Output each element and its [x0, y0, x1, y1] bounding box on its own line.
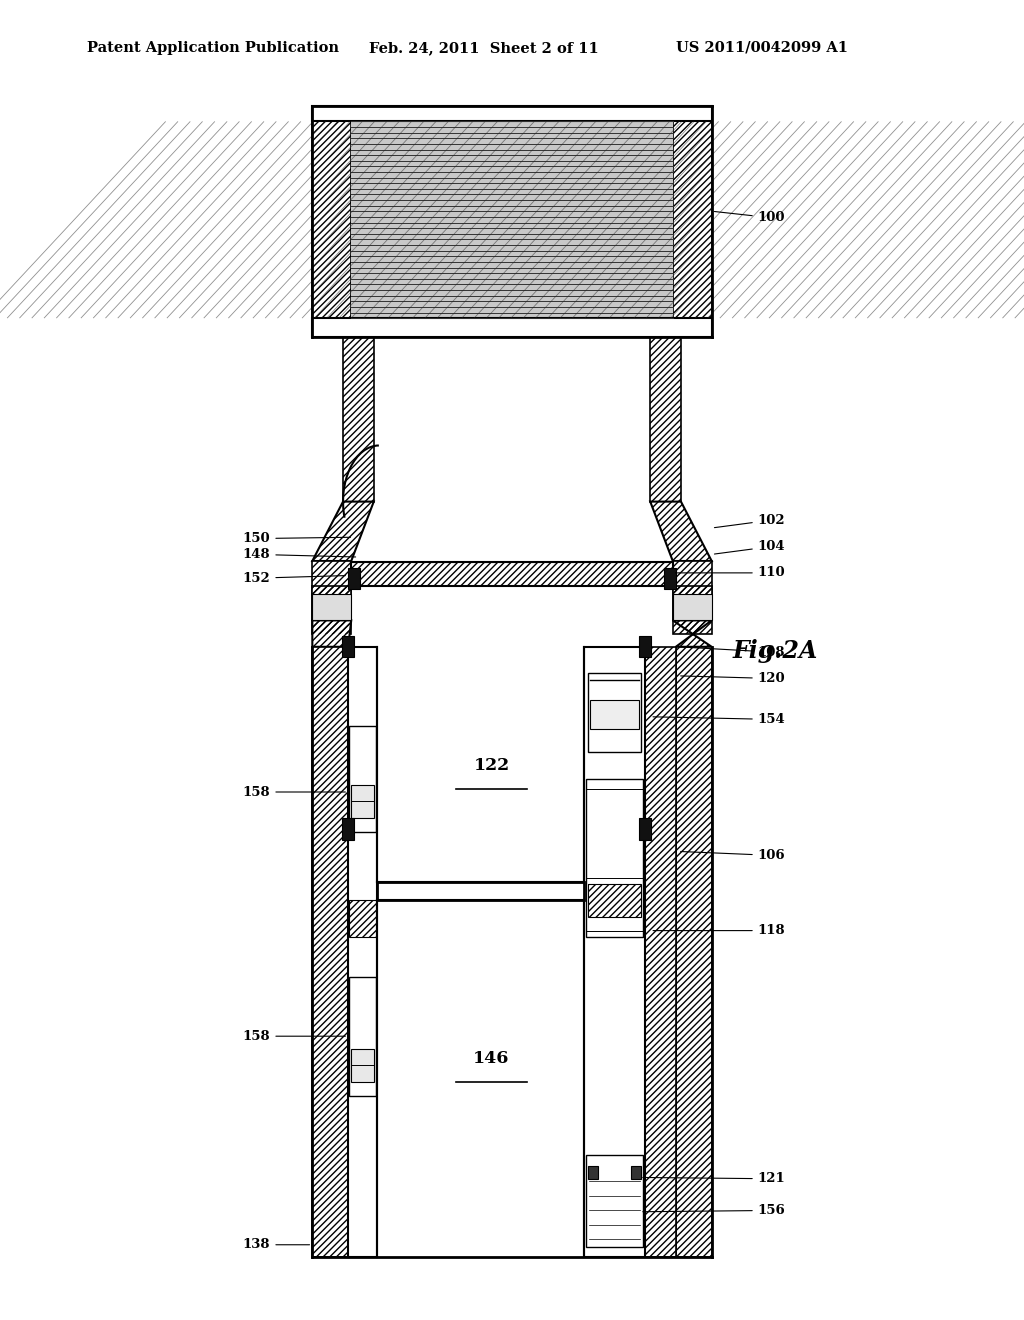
- Bar: [312, 586, 351, 620]
- Bar: [351, 121, 673, 318]
- Polygon shape: [312, 620, 351, 647]
- Bar: [343, 337, 374, 502]
- Bar: [312, 647, 348, 1257]
- Polygon shape: [650, 502, 712, 561]
- Polygon shape: [312, 502, 374, 561]
- Text: 110: 110: [676, 566, 785, 579]
- Text: 100: 100: [715, 211, 785, 224]
- Bar: [349, 726, 376, 832]
- Bar: [351, 562, 673, 586]
- Bar: [631, 1166, 641, 1179]
- Bar: [347, 568, 359, 589]
- Text: 121: 121: [643, 1172, 785, 1185]
- Bar: [676, 647, 712, 1257]
- Text: 120: 120: [681, 672, 785, 685]
- Text: 102: 102: [715, 513, 785, 528]
- Bar: [650, 337, 681, 502]
- Bar: [312, 106, 351, 337]
- Bar: [676, 647, 712, 1257]
- Bar: [312, 106, 351, 337]
- Bar: [312, 586, 351, 620]
- Bar: [374, 337, 650, 502]
- Text: 146: 146: [473, 1051, 510, 1067]
- Text: Feb. 24, 2011  Sheet 2 of 11: Feb. 24, 2011 Sheet 2 of 11: [369, 41, 598, 55]
- Text: 158: 158: [243, 785, 345, 799]
- Text: 122: 122: [473, 758, 510, 774]
- Text: 158: 158: [243, 1030, 345, 1043]
- Bar: [349, 900, 376, 937]
- Bar: [351, 562, 673, 586]
- Text: 154: 154: [653, 713, 785, 726]
- Bar: [312, 561, 351, 634]
- Bar: [673, 586, 712, 620]
- Bar: [342, 818, 354, 840]
- Bar: [590, 700, 639, 729]
- Text: 108: 108: [681, 645, 785, 659]
- Bar: [351, 785, 374, 818]
- Bar: [673, 561, 712, 634]
- Bar: [639, 636, 651, 657]
- Bar: [312, 561, 351, 634]
- Text: 104: 104: [715, 540, 785, 554]
- Bar: [588, 673, 641, 752]
- Bar: [343, 337, 374, 502]
- Bar: [349, 900, 376, 937]
- Bar: [639, 818, 651, 840]
- Bar: [673, 594, 712, 620]
- Bar: [349, 977, 376, 1096]
- Bar: [312, 106, 712, 121]
- Bar: [584, 647, 645, 1257]
- Text: Fig.2A: Fig.2A: [732, 639, 817, 663]
- Bar: [377, 647, 584, 882]
- Bar: [673, 106, 712, 337]
- Bar: [673, 561, 712, 634]
- Bar: [665, 568, 677, 589]
- Text: US 2011/0042099 A1: US 2011/0042099 A1: [676, 41, 848, 55]
- Text: 156: 156: [643, 1204, 785, 1217]
- Bar: [586, 779, 643, 937]
- Text: 150: 150: [243, 532, 350, 545]
- Bar: [342, 636, 354, 657]
- Text: Patent Application Publication: Patent Application Publication: [87, 41, 339, 55]
- Polygon shape: [673, 620, 712, 647]
- Text: 118: 118: [653, 924, 785, 937]
- Text: 138: 138: [243, 1238, 309, 1251]
- Text: 152: 152: [243, 572, 345, 585]
- Text: 148: 148: [243, 548, 355, 561]
- Text: 106: 106: [681, 849, 785, 862]
- Bar: [377, 900, 584, 1257]
- Bar: [650, 337, 681, 502]
- Bar: [588, 1166, 598, 1179]
- Bar: [588, 884, 641, 917]
- Bar: [673, 586, 712, 620]
- Bar: [584, 647, 676, 1257]
- Bar: [312, 647, 348, 1257]
- Bar: [584, 647, 676, 1257]
- Bar: [673, 106, 712, 337]
- Bar: [377, 882, 584, 900]
- Bar: [312, 318, 712, 337]
- Bar: [351, 1049, 374, 1082]
- Bar: [312, 594, 351, 620]
- Bar: [588, 884, 641, 917]
- Bar: [586, 1155, 643, 1247]
- Bar: [348, 647, 377, 1257]
